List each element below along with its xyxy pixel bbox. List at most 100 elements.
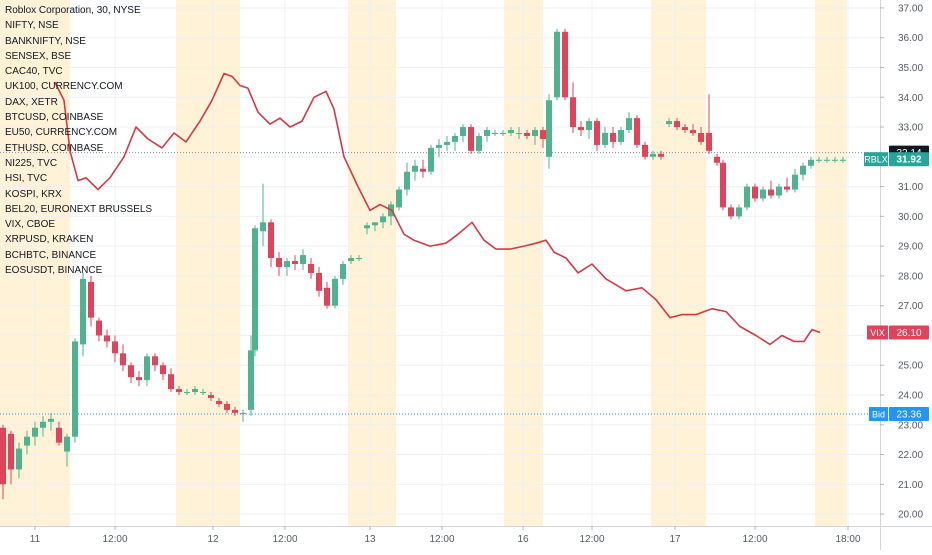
candle-body xyxy=(372,222,378,226)
candle xyxy=(348,255,354,264)
candle xyxy=(690,124,696,136)
candle xyxy=(252,225,258,357)
candle xyxy=(516,127,522,139)
price-tick-label: 23.00 xyxy=(898,420,923,431)
candle xyxy=(24,430,30,455)
candle xyxy=(412,159,418,181)
candle-body xyxy=(760,189,766,199)
candle xyxy=(500,130,506,136)
candle-body xyxy=(396,189,402,208)
candle xyxy=(816,156,822,163)
candle-body xyxy=(768,189,774,196)
candle xyxy=(650,150,656,160)
candle-body xyxy=(570,97,576,128)
candle-body xyxy=(728,207,734,217)
candle-body xyxy=(152,356,158,366)
candle xyxy=(268,219,274,267)
price-tick-label: 28.00 xyxy=(898,271,923,282)
candle xyxy=(562,28,568,101)
rblx-candlesticks xyxy=(0,28,846,500)
candle-body xyxy=(690,130,696,133)
candle-body xyxy=(32,427,38,437)
candle xyxy=(610,127,616,148)
candle-body xyxy=(540,130,546,139)
candle xyxy=(532,127,538,145)
candle xyxy=(332,275,338,309)
candle-body xyxy=(436,144,442,148)
candle-body xyxy=(112,341,118,354)
candle xyxy=(316,266,322,297)
candle xyxy=(824,156,830,163)
time-tick-label: 13 xyxy=(364,534,376,545)
candle xyxy=(570,82,576,133)
price-tick-label: 36.00 xyxy=(898,33,923,44)
candle-body xyxy=(348,258,354,262)
time-tick-label: 11 xyxy=(30,534,41,545)
candle-body xyxy=(674,121,680,128)
candle xyxy=(484,127,490,142)
vix-line xyxy=(54,72,821,346)
candle xyxy=(216,397,222,407)
candle-body xyxy=(586,121,592,131)
candle-body xyxy=(308,264,314,273)
candle xyxy=(356,255,362,262)
candle-body xyxy=(224,403,230,410)
candle xyxy=(276,252,282,276)
candle xyxy=(184,389,190,395)
price-tick-label: 20.00 xyxy=(898,510,923,521)
candle xyxy=(260,183,266,247)
candle-body xyxy=(0,427,6,485)
rblx-price-tag[interactable]: 31.92 xyxy=(889,152,929,167)
candle-body xyxy=(784,186,790,190)
time-tick-label: 12:00 xyxy=(742,534,767,545)
candle-body xyxy=(40,421,46,428)
candle-body xyxy=(24,436,30,446)
candle xyxy=(642,141,648,160)
candle-body xyxy=(324,287,330,306)
candle xyxy=(634,115,640,148)
candle xyxy=(80,272,86,357)
candle-body xyxy=(364,225,370,229)
candle xyxy=(40,415,46,437)
bid-name-tag-text: Bid xyxy=(872,410,885,420)
candle-body xyxy=(8,433,14,470)
candle-body xyxy=(524,133,530,136)
candle xyxy=(96,317,102,342)
candle xyxy=(546,94,552,169)
candle-body xyxy=(184,392,190,394)
candle xyxy=(658,150,664,160)
vix-price-tag[interactable]: 26.10 xyxy=(889,325,929,340)
session-band xyxy=(176,0,240,526)
candle xyxy=(32,421,38,446)
candle xyxy=(112,335,118,363)
candle xyxy=(48,412,54,431)
candle xyxy=(120,344,126,372)
rblx-price-tag-text: 31.92 xyxy=(896,155,921,166)
candle-body xyxy=(516,133,522,134)
candle xyxy=(160,362,166,381)
candle xyxy=(714,153,720,166)
candle-body xyxy=(792,174,798,190)
price-tick-label: 24.00 xyxy=(898,391,923,402)
candle xyxy=(88,275,94,327)
candle xyxy=(524,130,530,139)
candle xyxy=(56,421,62,446)
price-tick-label: 29.00 xyxy=(898,242,923,253)
candle xyxy=(396,186,402,211)
candle xyxy=(104,329,110,348)
price-tick-label: 21.00 xyxy=(898,480,923,491)
time-tick-label: 17 xyxy=(669,534,681,545)
candle xyxy=(208,392,214,401)
candle-body xyxy=(356,258,362,260)
candle-body xyxy=(136,377,142,381)
bid-price-tag[interactable]: 23.36 xyxy=(889,407,929,422)
candle-body xyxy=(160,365,166,375)
candle-body xyxy=(16,448,22,470)
candle xyxy=(136,371,142,387)
candle-body xyxy=(248,350,254,410)
candle xyxy=(468,124,474,154)
candle xyxy=(698,127,704,145)
